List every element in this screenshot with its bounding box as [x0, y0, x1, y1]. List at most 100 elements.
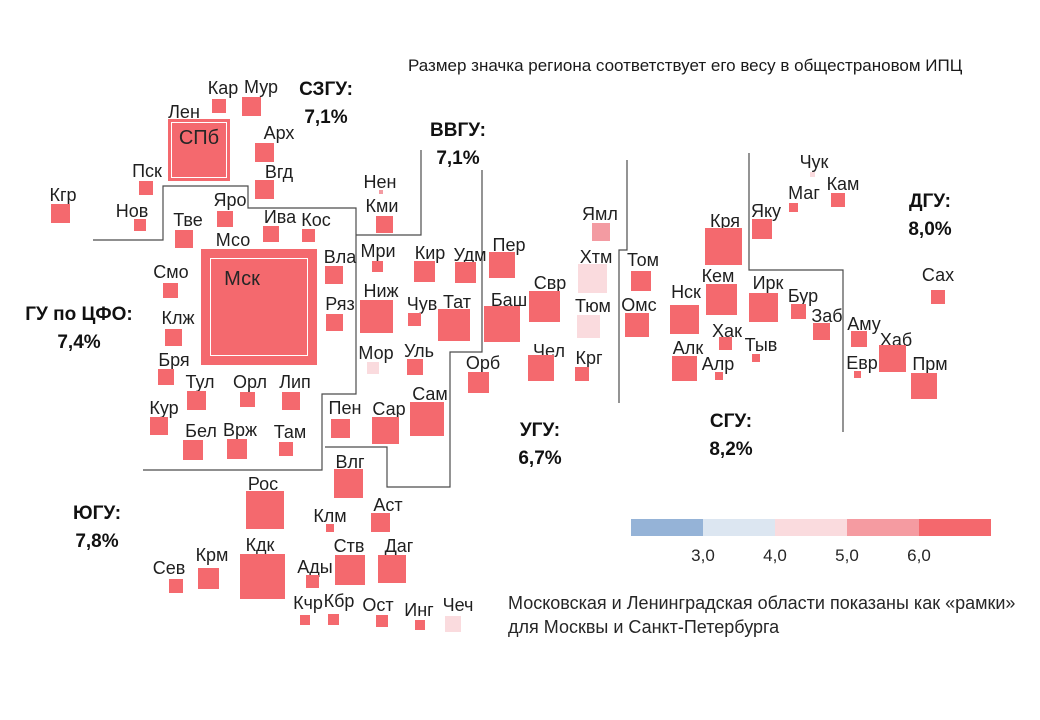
region-label-Мсо: Мсо [215, 230, 251, 250]
region-square-Там [279, 442, 293, 456]
region-label-Омс: Омс [621, 295, 657, 315]
region-square-Врж [227, 439, 247, 459]
region-label-Кем: Кем [701, 266, 735, 286]
region-label-Чеч: Чеч [442, 595, 474, 615]
region-square-Евр [854, 371, 861, 378]
region-label-Кчр: Кчр [293, 593, 323, 613]
region-frame-inner-СПб [171, 122, 227, 178]
region-square-Кми [376, 216, 393, 233]
district-name-sgu: СГУ: [709, 411, 753, 432]
region-square-Сах [931, 290, 945, 304]
region-label-Лип: Лип [279, 372, 311, 392]
region-label-Аст: Аст [373, 495, 403, 515]
legend-tick-4,0: 4,0 [763, 546, 787, 565]
region-square-Чеч [445, 616, 461, 632]
region-square-Кар [212, 99, 226, 113]
district-label-cfo: ГУ по ЦФО: 7,4% [25, 301, 132, 357]
region-label-Чук: Чук [799, 152, 829, 172]
region-square-Тюм [577, 315, 600, 338]
region-square-Тыв [752, 354, 760, 362]
region-square-Ниж [360, 300, 393, 333]
region-square-Кир [414, 261, 435, 282]
region-square-Бря [158, 369, 174, 385]
region-square-Орб [468, 372, 489, 393]
region-square-Сев [169, 579, 183, 593]
region-label-Свр: Свр [533, 273, 567, 293]
region-square-Тул [187, 391, 206, 410]
legend-band-4 [919, 519, 991, 536]
region-label-Сах: Сах [921, 265, 955, 285]
region-square-Чел [528, 355, 554, 381]
region-square-Кгр [51, 204, 70, 223]
district-name-vvgu: ВВГУ: [430, 120, 486, 141]
region-square-Мур [242, 97, 261, 116]
region-square-Клж [165, 329, 182, 346]
region-square-Чук [810, 172, 815, 177]
region-square-Кдк [240, 554, 285, 599]
region-square-Инг [415, 620, 425, 630]
region-square-Маг [789, 203, 798, 212]
region-label-Кар: Кар [207, 78, 239, 98]
region-square-Пер [489, 252, 515, 278]
region-label-Инг: Инг [404, 600, 434, 620]
region-label-Уль: Уль [403, 341, 435, 361]
region-square-Ады [306, 575, 319, 588]
region-square-Крм [198, 568, 219, 589]
region-label-Кгр: Кгр [49, 185, 77, 205]
region-square-Пск [139, 181, 153, 195]
region-square-Нск [670, 305, 699, 334]
region-square-Смо [163, 283, 178, 298]
region-square-Нов [134, 219, 146, 231]
region-frame-inner-Мск [210, 258, 308, 356]
district-value-sgu: 8,2% [709, 439, 753, 460]
region-label-Ирк: Ирк [752, 273, 784, 293]
region-label-Кбр: Кбр [323, 591, 355, 611]
region-square-Ива [263, 226, 279, 242]
region-label-Тыв: Тыв [744, 335, 778, 355]
district-name-ugu: УГУ: [519, 420, 561, 441]
region-label-Чув: Чув [406, 294, 438, 314]
region-square-Том [631, 271, 651, 291]
region-square-Лип [282, 392, 300, 410]
region-label-Кми: Кми [365, 196, 399, 216]
legend-band-1 [703, 519, 775, 536]
region-label-Вла: Вла [323, 247, 357, 267]
district-label-ugu: УГУ: 6,7% [518, 417, 561, 473]
district-border-line [93, 185, 357, 471]
region-label-Сам: Сам [412, 384, 448, 404]
region-label-Мск: Мск [224, 268, 260, 290]
region-label-Крм: Крм [195, 545, 229, 565]
region-square-Ряз [326, 314, 343, 331]
region-square-Свр [529, 291, 560, 322]
district-label-sgu: СГУ: 8,2% [709, 408, 752, 464]
region-label-Кос: Кос [301, 210, 331, 230]
region-label-Пск: Пск [132, 161, 162, 181]
region-label-Бур: Бур [787, 286, 819, 306]
district-value-dgu: 8,0% [908, 219, 952, 240]
region-label-Хтм: Хтм [579, 247, 613, 267]
region-label-Хаб: Хаб [879, 330, 913, 350]
region-label-Тюм: Тюм [575, 296, 611, 316]
region-label-Там: Там [273, 422, 307, 442]
region-frame-Мсо: Мск [201, 249, 317, 365]
district-border-line [618, 160, 628, 403]
region-label-Нск: Нск [671, 282, 701, 302]
region-square-Хтм [578, 264, 607, 293]
region-label-Баш: Баш [490, 290, 528, 310]
region-label-Бря: Бря [158, 350, 190, 370]
region-label-Даг: Даг [384, 536, 414, 556]
region-label-Том: Том [627, 250, 659, 270]
region-square-Сар [372, 417, 399, 444]
region-label-Маг: Маг [788, 183, 820, 203]
district-value-szgu: 7,1% [304, 107, 348, 128]
region-label-Ямл: Ямл [582, 204, 618, 224]
region-square-Сам [410, 402, 444, 436]
region-square-Даг [378, 555, 406, 583]
district-name-szgu: СЗГУ: [299, 79, 353, 100]
region-label-Клж: Клж [161, 308, 195, 328]
region-label-Крг: Крг [575, 348, 603, 368]
legend-tick-5,0: 5,0 [835, 546, 859, 565]
district-value-cfo: 7,4% [57, 332, 101, 353]
region-label-Пен: Пен [328, 398, 362, 418]
